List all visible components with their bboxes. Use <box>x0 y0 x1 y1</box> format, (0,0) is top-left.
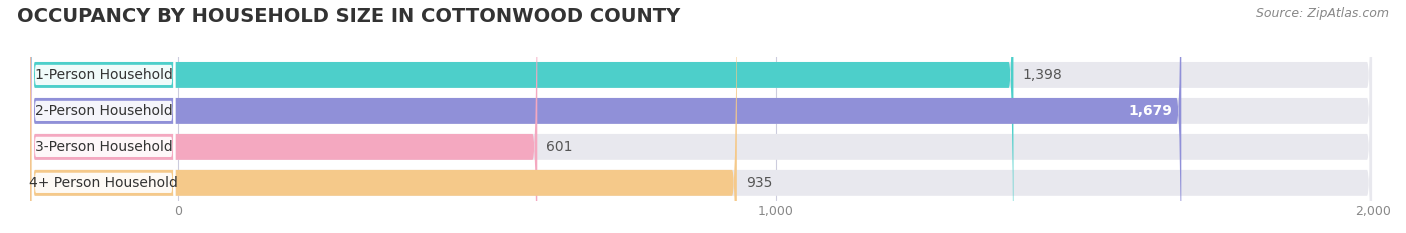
Text: Source: ZipAtlas.com: Source: ZipAtlas.com <box>1256 7 1389 20</box>
FancyBboxPatch shape <box>30 0 1181 233</box>
FancyBboxPatch shape <box>30 0 737 233</box>
FancyBboxPatch shape <box>30 0 1372 233</box>
FancyBboxPatch shape <box>30 0 1014 233</box>
Text: 1,398: 1,398 <box>1022 68 1062 82</box>
Text: 4+ Person Household: 4+ Person Household <box>30 176 179 190</box>
FancyBboxPatch shape <box>30 0 1372 233</box>
FancyBboxPatch shape <box>30 0 1372 233</box>
Text: OCCUPANCY BY HOUSEHOLD SIZE IN COTTONWOOD COUNTY: OCCUPANCY BY HOUSEHOLD SIZE IN COTTONWOO… <box>17 7 681 26</box>
FancyBboxPatch shape <box>30 0 537 233</box>
Text: 935: 935 <box>745 176 772 190</box>
FancyBboxPatch shape <box>32 0 176 233</box>
Text: 601: 601 <box>547 140 572 154</box>
Text: 2-Person Household: 2-Person Household <box>35 104 173 118</box>
FancyBboxPatch shape <box>32 0 176 233</box>
Text: 1,679: 1,679 <box>1129 104 1173 118</box>
Text: 3-Person Household: 3-Person Household <box>35 140 173 154</box>
FancyBboxPatch shape <box>32 0 176 233</box>
FancyBboxPatch shape <box>30 0 1372 233</box>
Text: 1-Person Household: 1-Person Household <box>35 68 173 82</box>
FancyBboxPatch shape <box>32 0 176 233</box>
